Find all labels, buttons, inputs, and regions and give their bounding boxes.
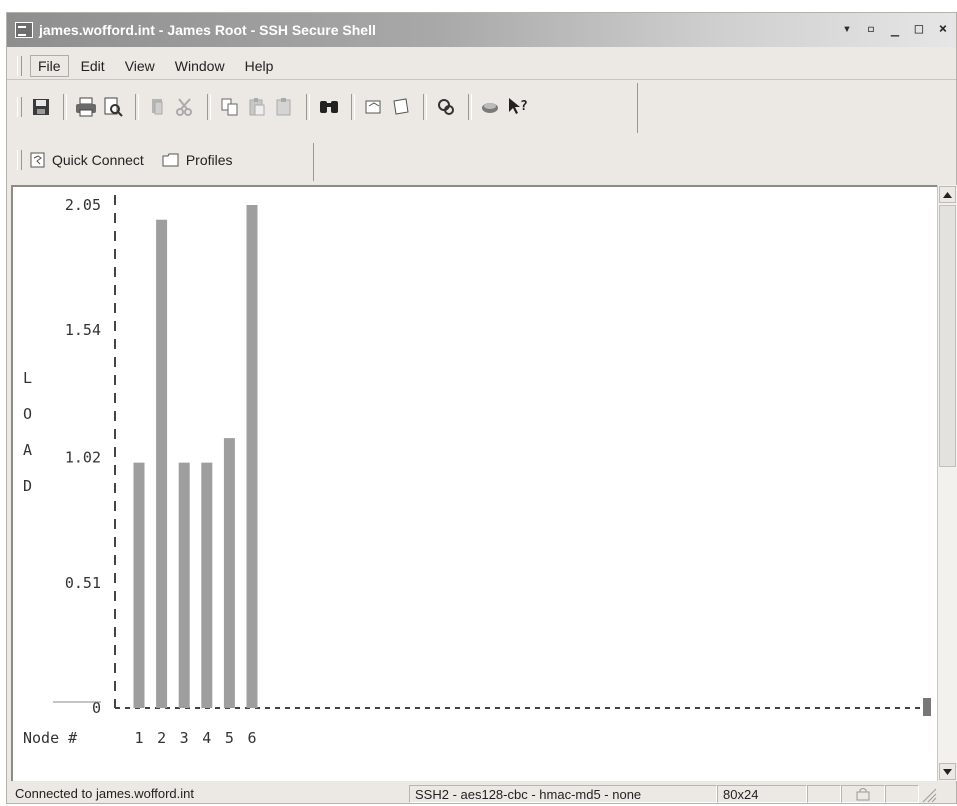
lock-icon[interactable] <box>480 96 502 118</box>
profiles-label: Profiles <box>185 152 233 168</box>
bar <box>246 205 258 708</box>
quickbar-grip[interactable] <box>17 150 22 170</box>
toolbar-grip[interactable] <box>17 97 22 117</box>
svg-text:?: ? <box>520 99 528 114</box>
menu-bar: File Edit View Window Help <box>7 53 956 80</box>
terminal-cursor <box>923 698 931 716</box>
quick-connect-label: Quick Connect <box>52 152 144 168</box>
print-preview-icon[interactable] <box>102 96 124 118</box>
quickbar-edge <box>313 143 314 181</box>
y-tick-label: 0 <box>92 699 101 717</box>
inner-restore-icon[interactable]: ▫ <box>866 21 876 37</box>
toolbar-separator <box>468 94 472 120</box>
status-cipher-text: SSH2 - aes128-cbc - hmac-md5 - none <box>415 787 642 802</box>
y-label-letter: A <box>23 441 32 459</box>
new-window-icon[interactable] <box>390 96 412 118</box>
title-bar[interactable]: james.wofford.int - James Root - SSH Sec… <box>7 13 956 47</box>
bar <box>156 219 168 708</box>
y-tick-label: 2.05 <box>65 196 101 214</box>
toolbar-separator <box>135 94 139 120</box>
y-tick-label: 1.54 <box>65 321 101 339</box>
bar <box>201 462 213 708</box>
status-connection-text: Connected to james.wofford.int <box>15 786 194 801</box>
scissors-icon[interactable] <box>174 96 196 118</box>
help-pointer-icon[interactable]: ? <box>507 96 529 118</box>
bar <box>178 462 190 708</box>
bar <box>133 462 145 708</box>
scroll-down-icon[interactable] <box>939 763 956 780</box>
print-icon[interactable] <box>75 96 97 118</box>
vertical-scrollbar[interactable] <box>937 185 957 781</box>
x-tick-label: 5 <box>225 729 234 747</box>
close-icon[interactable]: × <box>938 21 948 37</box>
bar <box>223 438 235 708</box>
menu-help[interactable]: Help <box>236 55 282 77</box>
window-title: james.wofford.int - James Root - SSH Sec… <box>39 22 376 38</box>
status-lock-icon <box>856 788 870 801</box>
status-lock-cell <box>841 785 885 803</box>
x-axis-label: Node # <box>23 729 77 747</box>
x-tick-label: 4 <box>202 729 211 747</box>
copy-icon[interactable] <box>219 96 241 118</box>
inner-minimize-icon[interactable]: ▾ <box>842 21 852 37</box>
y-label-letter: O <box>23 405 32 423</box>
paste-icon[interactable] <box>246 96 268 118</box>
maximize-icon[interactable]: □ <box>914 21 924 37</box>
file-transfer-icon[interactable] <box>363 96 385 118</box>
quick-connect-icon <box>30 152 45 168</box>
resize-grip-icon[interactable] <box>919 785 939 803</box>
profiles-button[interactable]: Profiles <box>162 152 233 168</box>
menu-view[interactable]: View <box>116 55 163 77</box>
x-tick-label: 2 <box>157 729 166 747</box>
scroll-thumb[interactable] <box>939 205 956 467</box>
status-empty-cell-2 <box>885 785 919 803</box>
quick-connect-bar: Quick Connect Profiles <box>7 139 313 181</box>
y-tick-label: 0.51 <box>65 574 101 592</box>
ssh-app-icon[interactable] <box>15 22 33 38</box>
paste-alt-icon[interactable] <box>273 96 295 118</box>
y-tick-label: 1.02 <box>65 449 101 467</box>
status-size-text: 80x24 <box>723 787 759 802</box>
minimize-icon[interactable]: _ <box>890 21 900 37</box>
x-tick-label: 1 <box>134 729 143 747</box>
toolbar-separator <box>306 94 310 120</box>
menu-window[interactable]: Window <box>166 55 233 77</box>
status-cipher: SSH2 - aes128-cbc - hmac-md5 - none <box>409 785 717 803</box>
toolbar-separator <box>423 94 427 120</box>
menu-file[interactable]: File <box>30 55 69 77</box>
toolbar-separator <box>63 94 67 120</box>
bars <box>133 205 258 708</box>
menu-edit[interactable]: Edit <box>72 55 113 77</box>
menu-grip[interactable] <box>17 56 22 76</box>
ssh-window: james.wofford.int - James Root - SSH Sec… <box>6 12 957 804</box>
save-icon[interactable] <box>30 96 52 118</box>
status-empty-cell <box>807 785 841 803</box>
find-icon[interactable] <box>318 96 340 118</box>
window-controls: ▾ ▫ _ □ × <box>836 19 954 39</box>
x-tick-label: 6 <box>247 729 256 747</box>
main-toolbar: ? <box>7 81 637 133</box>
y-axis-ticks: 2.05 1.54 1.02 0.51 0 <box>65 196 101 717</box>
toolbar-edge <box>637 83 638 133</box>
status-connection: Connected to james.wofford.int <box>7 785 409 803</box>
toolbar-separator <box>207 94 211 120</box>
x-tick-label: 3 <box>180 729 189 747</box>
settings-icon[interactable] <box>435 96 457 118</box>
disconnect-icon[interactable] <box>147 96 169 118</box>
y-label-letter: L <box>23 369 32 387</box>
status-size: 80x24 <box>717 785 807 803</box>
toolbar-separator <box>351 94 355 120</box>
scroll-up-icon[interactable] <box>939 186 956 203</box>
status-bar: Connected to james.wofford.int SSH2 - ae… <box>7 783 956 805</box>
quick-connect-button[interactable]: Quick Connect <box>30 152 144 168</box>
folder-icon <box>162 153 179 167</box>
y-label-letter: D <box>23 477 32 495</box>
